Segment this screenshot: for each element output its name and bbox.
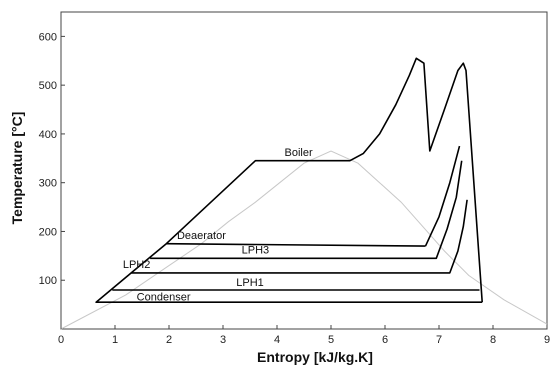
process-label-2: LPH3 (242, 244, 270, 256)
x-tick-label-1: 1 (112, 334, 118, 346)
axes: 0 1 2 3 4 5 6 7 8 9 100 200 300 400 500 600 (39, 31, 550, 346)
x-tick-label-5: 5 (328, 334, 334, 346)
process-label-5: Condenser (137, 292, 191, 304)
x-tick-label-3: 3 (220, 334, 226, 346)
y-tick-label-1: 200 (39, 227, 57, 239)
x-tick-label-9: 9 (544, 334, 550, 346)
saturation-curve (60, 150, 548, 330)
y-tick-label-4: 500 (39, 80, 57, 92)
x-tick-label-4: 4 (274, 334, 280, 346)
cycle-line-0 (95, 57, 483, 304)
process-label-3: LPH2 (123, 259, 151, 271)
x-tick-label-7: 7 (436, 334, 442, 346)
cycle-line-4 (131, 199, 468, 274)
process-annotations: Boiler Deaerator LPH3 LPH2 LPH1 Condenser (123, 147, 313, 304)
process-label-4: LPH1 (236, 277, 264, 289)
cycle-line-2 (166, 242, 426, 247)
x-tick-label-2: 2 (166, 334, 172, 346)
y-axis-title: Temperature [°C] (9, 112, 25, 225)
cycle-line-1 (424, 145, 461, 247)
x-tick-label-0: 0 (58, 334, 64, 346)
cycle-line-3 (150, 160, 463, 260)
cycle-series (95, 57, 483, 304)
x-tick-label-8: 8 (490, 334, 496, 346)
x-axis-title: Entropy [kJ/kg.K] (257, 349, 373, 365)
y-tick-label-2: 300 (39, 178, 57, 190)
y-tick-label-3: 400 (39, 129, 57, 141)
plot-area (60, 11, 548, 330)
saturation-dome (60, 150, 548, 330)
y-tick-label-5: 600 (39, 31, 57, 43)
y-tick-label-0: 100 (39, 275, 57, 287)
process-label-1: Deaerator (177, 230, 226, 242)
plot-frame (60, 11, 548, 330)
x-tick-label-6: 6 (382, 334, 388, 346)
process-label-0: Boiler (285, 147, 313, 159)
